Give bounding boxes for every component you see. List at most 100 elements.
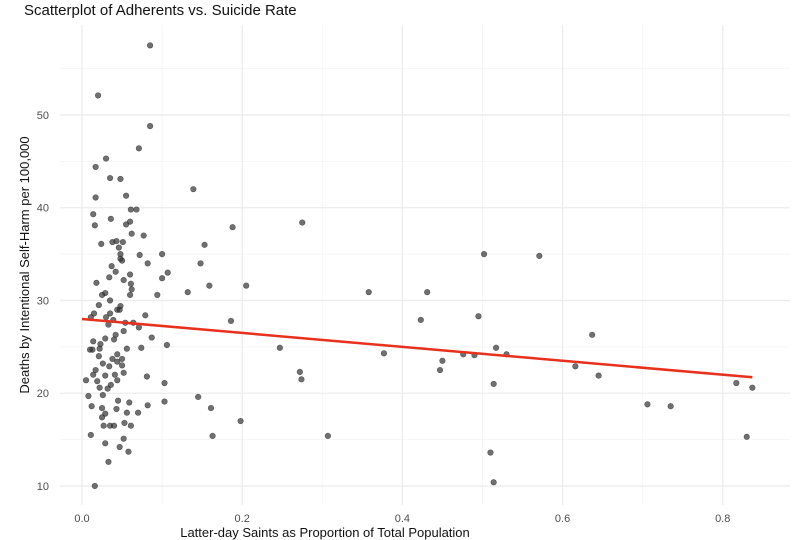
data-point bbox=[749, 384, 756, 391]
data-point bbox=[135, 324, 142, 331]
data-point bbox=[298, 376, 305, 383]
data-point bbox=[91, 482, 98, 490]
data-point bbox=[96, 384, 103, 391]
data-point bbox=[102, 314, 110, 321]
data-point bbox=[227, 317, 235, 324]
data-point bbox=[93, 279, 100, 286]
data-point bbox=[184, 289, 191, 296]
data-point bbox=[82, 377, 90, 384]
data-point bbox=[209, 432, 216, 439]
data-point bbox=[127, 206, 134, 213]
data-point bbox=[143, 373, 150, 380]
data-point bbox=[201, 241, 208, 248]
data-point bbox=[112, 268, 119, 275]
data-point bbox=[276, 344, 283, 351]
data-point bbox=[98, 240, 105, 247]
data-point bbox=[96, 345, 103, 352]
data-point bbox=[114, 351, 121, 358]
data-point bbox=[229, 224, 236, 231]
data-point bbox=[146, 42, 154, 49]
data-point bbox=[98, 404, 106, 412]
x-tick-label: 0.0 bbox=[74, 513, 89, 525]
data-point bbox=[206, 282, 213, 289]
data-point bbox=[136, 251, 143, 259]
data-point bbox=[536, 252, 543, 260]
data-point bbox=[91, 222, 98, 229]
data-point bbox=[114, 397, 122, 404]
data-point bbox=[102, 372, 109, 379]
data-point bbox=[163, 341, 171, 349]
data-point bbox=[380, 350, 388, 357]
x-axis-label: Latter-day Saints as Proportion of Total… bbox=[180, 525, 470, 540]
data-point bbox=[144, 402, 151, 409]
data-point bbox=[89, 346, 96, 353]
data-point bbox=[417, 316, 424, 324]
data-point bbox=[197, 260, 204, 267]
data-point bbox=[299, 219, 306, 226]
data-point bbox=[436, 366, 444, 374]
data-point bbox=[161, 398, 168, 405]
data-point bbox=[120, 369, 127, 376]
data-point bbox=[115, 244, 122, 251]
data-point bbox=[106, 297, 114, 304]
data-point bbox=[120, 435, 127, 442]
data-point bbox=[128, 286, 135, 293]
data-point bbox=[439, 357, 446, 364]
data-point bbox=[106, 174, 114, 182]
data-point bbox=[102, 440, 109, 447]
data-point bbox=[480, 251, 488, 258]
data-point bbox=[90, 211, 97, 218]
data-point bbox=[119, 238, 126, 246]
data-point bbox=[144, 260, 151, 267]
data-point bbox=[110, 336, 118, 343]
data-point bbox=[733, 379, 740, 387]
data-point bbox=[492, 344, 500, 351]
data-point bbox=[237, 417, 244, 425]
data-point bbox=[122, 192, 130, 199]
y-axis-label: Deaths by Intentional Self-Harm per 100,… bbox=[17, 136, 32, 393]
data-point bbox=[94, 378, 101, 385]
data-point bbox=[120, 276, 127, 284]
data-point bbox=[424, 289, 431, 296]
data-point bbox=[104, 385, 111, 392]
data-point bbox=[98, 291, 106, 299]
data-point bbox=[195, 393, 202, 401]
data-point bbox=[88, 403, 95, 410]
data-point bbox=[743, 433, 750, 440]
data-point bbox=[123, 409, 130, 416]
data-point bbox=[572, 363, 579, 370]
data-point bbox=[95, 302, 102, 309]
data-point bbox=[99, 391, 106, 399]
data-point bbox=[95, 353, 102, 360]
data-point bbox=[92, 194, 99, 201]
data-point bbox=[123, 345, 130, 352]
data-point bbox=[134, 409, 142, 416]
data-point bbox=[90, 371, 97, 378]
data-point bbox=[121, 419, 128, 427]
data-point bbox=[99, 360, 106, 367]
x-tick-label: 0.4 bbox=[395, 513, 410, 525]
x-tick-label: 0.8 bbox=[715, 513, 730, 525]
y-tick-label: 10 bbox=[37, 481, 49, 493]
data-point bbox=[135, 145, 142, 152]
data-point bbox=[243, 282, 250, 289]
data-point bbox=[146, 123, 154, 130]
data-point bbox=[106, 363, 113, 370]
data-point bbox=[116, 443, 123, 451]
data-point bbox=[117, 175, 124, 183]
data-point bbox=[154, 291, 161, 299]
y-tick-label: 20 bbox=[37, 388, 49, 400]
data-point bbox=[487, 449, 494, 456]
data-point bbox=[118, 257, 126, 264]
data-point bbox=[324, 432, 331, 439]
data-point bbox=[98, 414, 106, 421]
data-point bbox=[125, 448, 132, 455]
data-point bbox=[105, 458, 112, 465]
data-point bbox=[161, 379, 168, 387]
data-point bbox=[148, 334, 155, 341]
data-point bbox=[159, 275, 166, 282]
data-point bbox=[138, 344, 145, 351]
data-point bbox=[164, 269, 171, 276]
data-point bbox=[94, 92, 102, 99]
